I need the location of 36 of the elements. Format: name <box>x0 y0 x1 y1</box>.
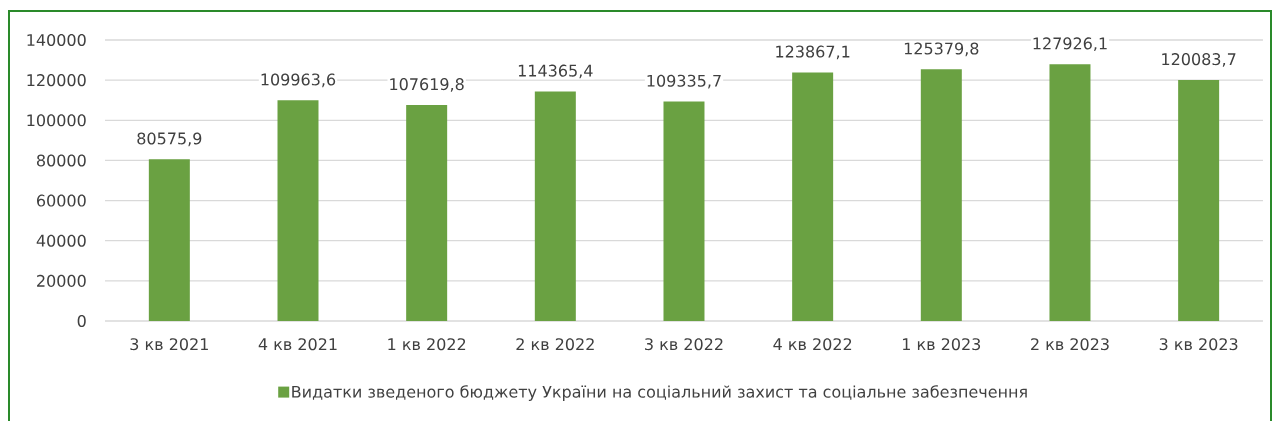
y-tick-label: 60000 <box>37 194 86 207</box>
bar <box>277 100 319 321</box>
bar <box>663 101 705 321</box>
y-tick-label: 20000 <box>37 274 86 287</box>
data-label: 120083,7 <box>1162 53 1236 67</box>
bar <box>406 104 448 321</box>
y-tick-label: 120000 <box>27 74 86 87</box>
y-tick-label: 0 <box>77 314 86 328</box>
data-label: 80575,9 <box>137 132 202 147</box>
bar <box>1049 64 1091 321</box>
y-tick-label: 40000 <box>36 234 86 247</box>
x-tick-label: 3 кв 2021 <box>130 338 208 351</box>
x-tick-label: 4 кв 2021 <box>258 338 337 351</box>
y-tick-label: 140000 <box>27 33 86 47</box>
data-label: 127926,1 <box>1033 37 1107 52</box>
bar <box>1178 79 1220 321</box>
x-tick-label: 1 кв 2022 <box>388 338 466 351</box>
bar <box>920 69 962 321</box>
x-tick-label: 3 кв 2023 <box>1159 338 1238 351</box>
data-label: 109963,6 <box>261 73 336 88</box>
x-tick-label: 4 кв 2022 <box>773 338 852 351</box>
x-tick-label: 1 кв 2023 <box>902 338 981 351</box>
bar <box>148 159 190 321</box>
legend-label: Видатки зведеного бюджету України на соціальний захист та соціальне забезпечення <box>292 385 1027 401</box>
data-label: 125379,8 <box>904 42 979 57</box>
data-label: 123867,1 <box>776 45 850 60</box>
x-tick-label: 2 кв 2023 <box>1031 338 1109 351</box>
data-label: 109335,7 <box>647 74 721 89</box>
y-tick-label: 100000 <box>27 114 86 127</box>
x-tick-label: 2 кв 2022 <box>516 338 594 351</box>
x-tick-label: 3 кв 2022 <box>645 338 723 351</box>
y-tick-label: 80000 <box>36 154 86 167</box>
data-label: 114365,4 <box>518 64 593 79</box>
bar <box>792 72 834 321</box>
data-label: 107619,8 <box>390 78 464 92</box>
bar <box>534 91 576 321</box>
